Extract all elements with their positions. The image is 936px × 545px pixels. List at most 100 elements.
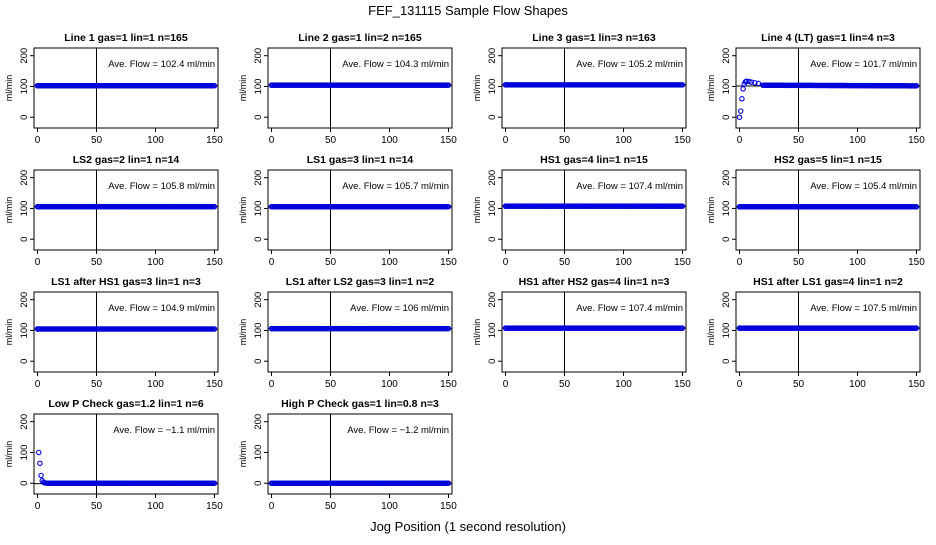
panel-3: Line 3 gas=1 lin=3 n=163 0 50 100 150 0 100 200… [472, 32, 691, 146]
x-tick-label: 50 [325, 379, 337, 390]
x-tick-label: 150 [206, 257, 223, 268]
y-tick-label: 100 [253, 201, 264, 217]
x-tick-label: 0 [503, 379, 509, 390]
panel-8: HS2 gas=5 lin=1 n=15 0 50 100 150 0 100 200 ml/m… [706, 154, 925, 268]
x-tick-label: 150 [440, 501, 457, 512]
panel-10: LS1 after LS2 gas=3 lin=1 n=2 0 50 100 150 0 1… [238, 276, 457, 390]
plot-frame [267, 413, 453, 495]
y-axis-label: ml/min [238, 75, 248, 102]
x-tick-label: 50 [793, 379, 805, 390]
data-points [736, 204, 920, 210]
ave-flow-annotation: Ave. Flow = 104.3 ml/min [342, 59, 449, 70]
y-axis-label: ml/min [472, 319, 482, 346]
x-tick-label: 0 [269, 257, 275, 268]
plot-frame [735, 291, 921, 373]
plot-frame [501, 47, 687, 129]
y-tick-label: 200 [721, 170, 732, 186]
data-point [35, 449, 42, 456]
y-tick-label: 200 [487, 48, 498, 64]
x-tick-label: 100 [381, 257, 398, 268]
y-tick-label: 100 [721, 79, 732, 95]
x-tick-label: 50 [325, 135, 337, 146]
y-tick-label: 0 [721, 115, 732, 120]
plot-frame [501, 291, 687, 373]
data-point [211, 480, 218, 486]
y-tick-label: 0 [19, 237, 30, 242]
y-axis-label: ml/min [4, 75, 14, 102]
panel-title: HS2 gas=5 lin=1 n=15 [774, 154, 882, 166]
data-point [739, 96, 745, 102]
panel-title: Line 1 gas=1 lin=1 n=165 [64, 32, 188, 44]
y-tick-label: 200 [487, 292, 498, 308]
panel-title: HS1 after HS2 gas=4 lin=1 n=3 [519, 276, 670, 288]
x-tick-label: 100 [849, 135, 866, 146]
figure-title: FEF_131115 Sample Flow Shapes [368, 3, 568, 18]
panel-5: LS2 gas=2 lin=1 n=14 0 50 100 150 0 100 200 ml/m… [4, 154, 223, 268]
x-tick-label: 0 [269, 135, 275, 146]
y-tick-label: 0 [253, 481, 264, 486]
panels-grid: Line 1 gas=1 lin=1 n=165 0 50 100 150 0 100 200… [4, 32, 925, 512]
plot-frame [267, 169, 453, 251]
y-axis-label: ml/min [4, 319, 14, 346]
x-tick-label: 0 [737, 135, 743, 146]
data-points [34, 326, 218, 332]
x-tick-label: 0 [503, 135, 509, 146]
y-axis-label: ml/min [472, 75, 482, 102]
x-tick-label: 100 [147, 379, 164, 390]
x-tick-label: 0 [35, 501, 41, 512]
panel-title: Line 3 gas=1 lin=3 n=163 [532, 32, 656, 44]
data-point [445, 480, 452, 486]
data-points [502, 82, 686, 88]
data-point [211, 326, 218, 332]
x-tick-label: 150 [674, 135, 691, 146]
y-tick-label: 100 [487, 323, 498, 339]
x-tick-label: 0 [35, 379, 41, 390]
y-tick-label: 100 [19, 79, 30, 95]
x-tick-label: 150 [908, 135, 925, 146]
data-points [268, 480, 452, 486]
x-tick-label: 100 [615, 379, 632, 390]
x-tick-label: 0 [737, 257, 743, 268]
x-tick-label: 50 [91, 501, 103, 512]
panel-2: Line 2 gas=1 lin=2 n=165 0 50 100 150 0 100 200… [238, 32, 457, 146]
y-tick-label: 200 [19, 48, 30, 64]
y-tick-label: 0 [253, 359, 264, 364]
plot-frame [501, 169, 687, 251]
data-point [740, 86, 746, 92]
y-tick-label: 100 [487, 79, 498, 95]
data-points [34, 203, 218, 210]
x-tick-label: 50 [91, 379, 103, 390]
panel-6: LS1 gas=3 lin=1 n=14 0 50 100 150 0 100 200 ml/m… [238, 154, 457, 268]
ave-flow-annotation: Ave. Flow = 105.8 ml/min [108, 181, 215, 192]
x-tick-label: 50 [793, 135, 805, 146]
data-point [746, 78, 752, 85]
data-point [913, 83, 920, 89]
ave-flow-annotation: Ave. Flow = 105.7 ml/min [342, 181, 449, 192]
panel-title: Line 2 gas=1 lin=2 n=165 [298, 32, 422, 44]
x-tick-label: 150 [908, 379, 925, 390]
panel-title: LS1 after HS1 gas=3 lin=1 n=3 [51, 276, 201, 288]
ave-flow-annotation: Ave. Flow = 102.4 ml/min [108, 59, 215, 70]
y-axis-label: ml/min [238, 441, 248, 468]
data-points [736, 325, 920, 331]
x-tick-label: 100 [615, 257, 632, 268]
data-point [211, 203, 218, 210]
ave-flow-annotation: Ave. Flow = 107.5 ml/min [810, 303, 917, 314]
plot-frame [33, 47, 219, 129]
data-points [736, 78, 920, 120]
y-tick-label: 0 [721, 359, 732, 364]
plot-frame [33, 291, 219, 373]
data-point [679, 203, 686, 209]
y-tick-label: 0 [19, 115, 30, 120]
x-tick-label: 100 [381, 135, 398, 146]
y-tick-label: 100 [253, 445, 264, 461]
plot-frame [33, 169, 219, 251]
y-tick-label: 0 [19, 481, 30, 486]
data-point [913, 325, 920, 331]
data-point [445, 82, 452, 88]
panel-title: LS1 after LS2 gas=3 lin=1 n=2 [286, 276, 435, 288]
data-points [268, 82, 452, 88]
data-point [211, 82, 218, 89]
panel-title: Low P Check gas=1.2 lin=1 n=6 [48, 398, 203, 410]
